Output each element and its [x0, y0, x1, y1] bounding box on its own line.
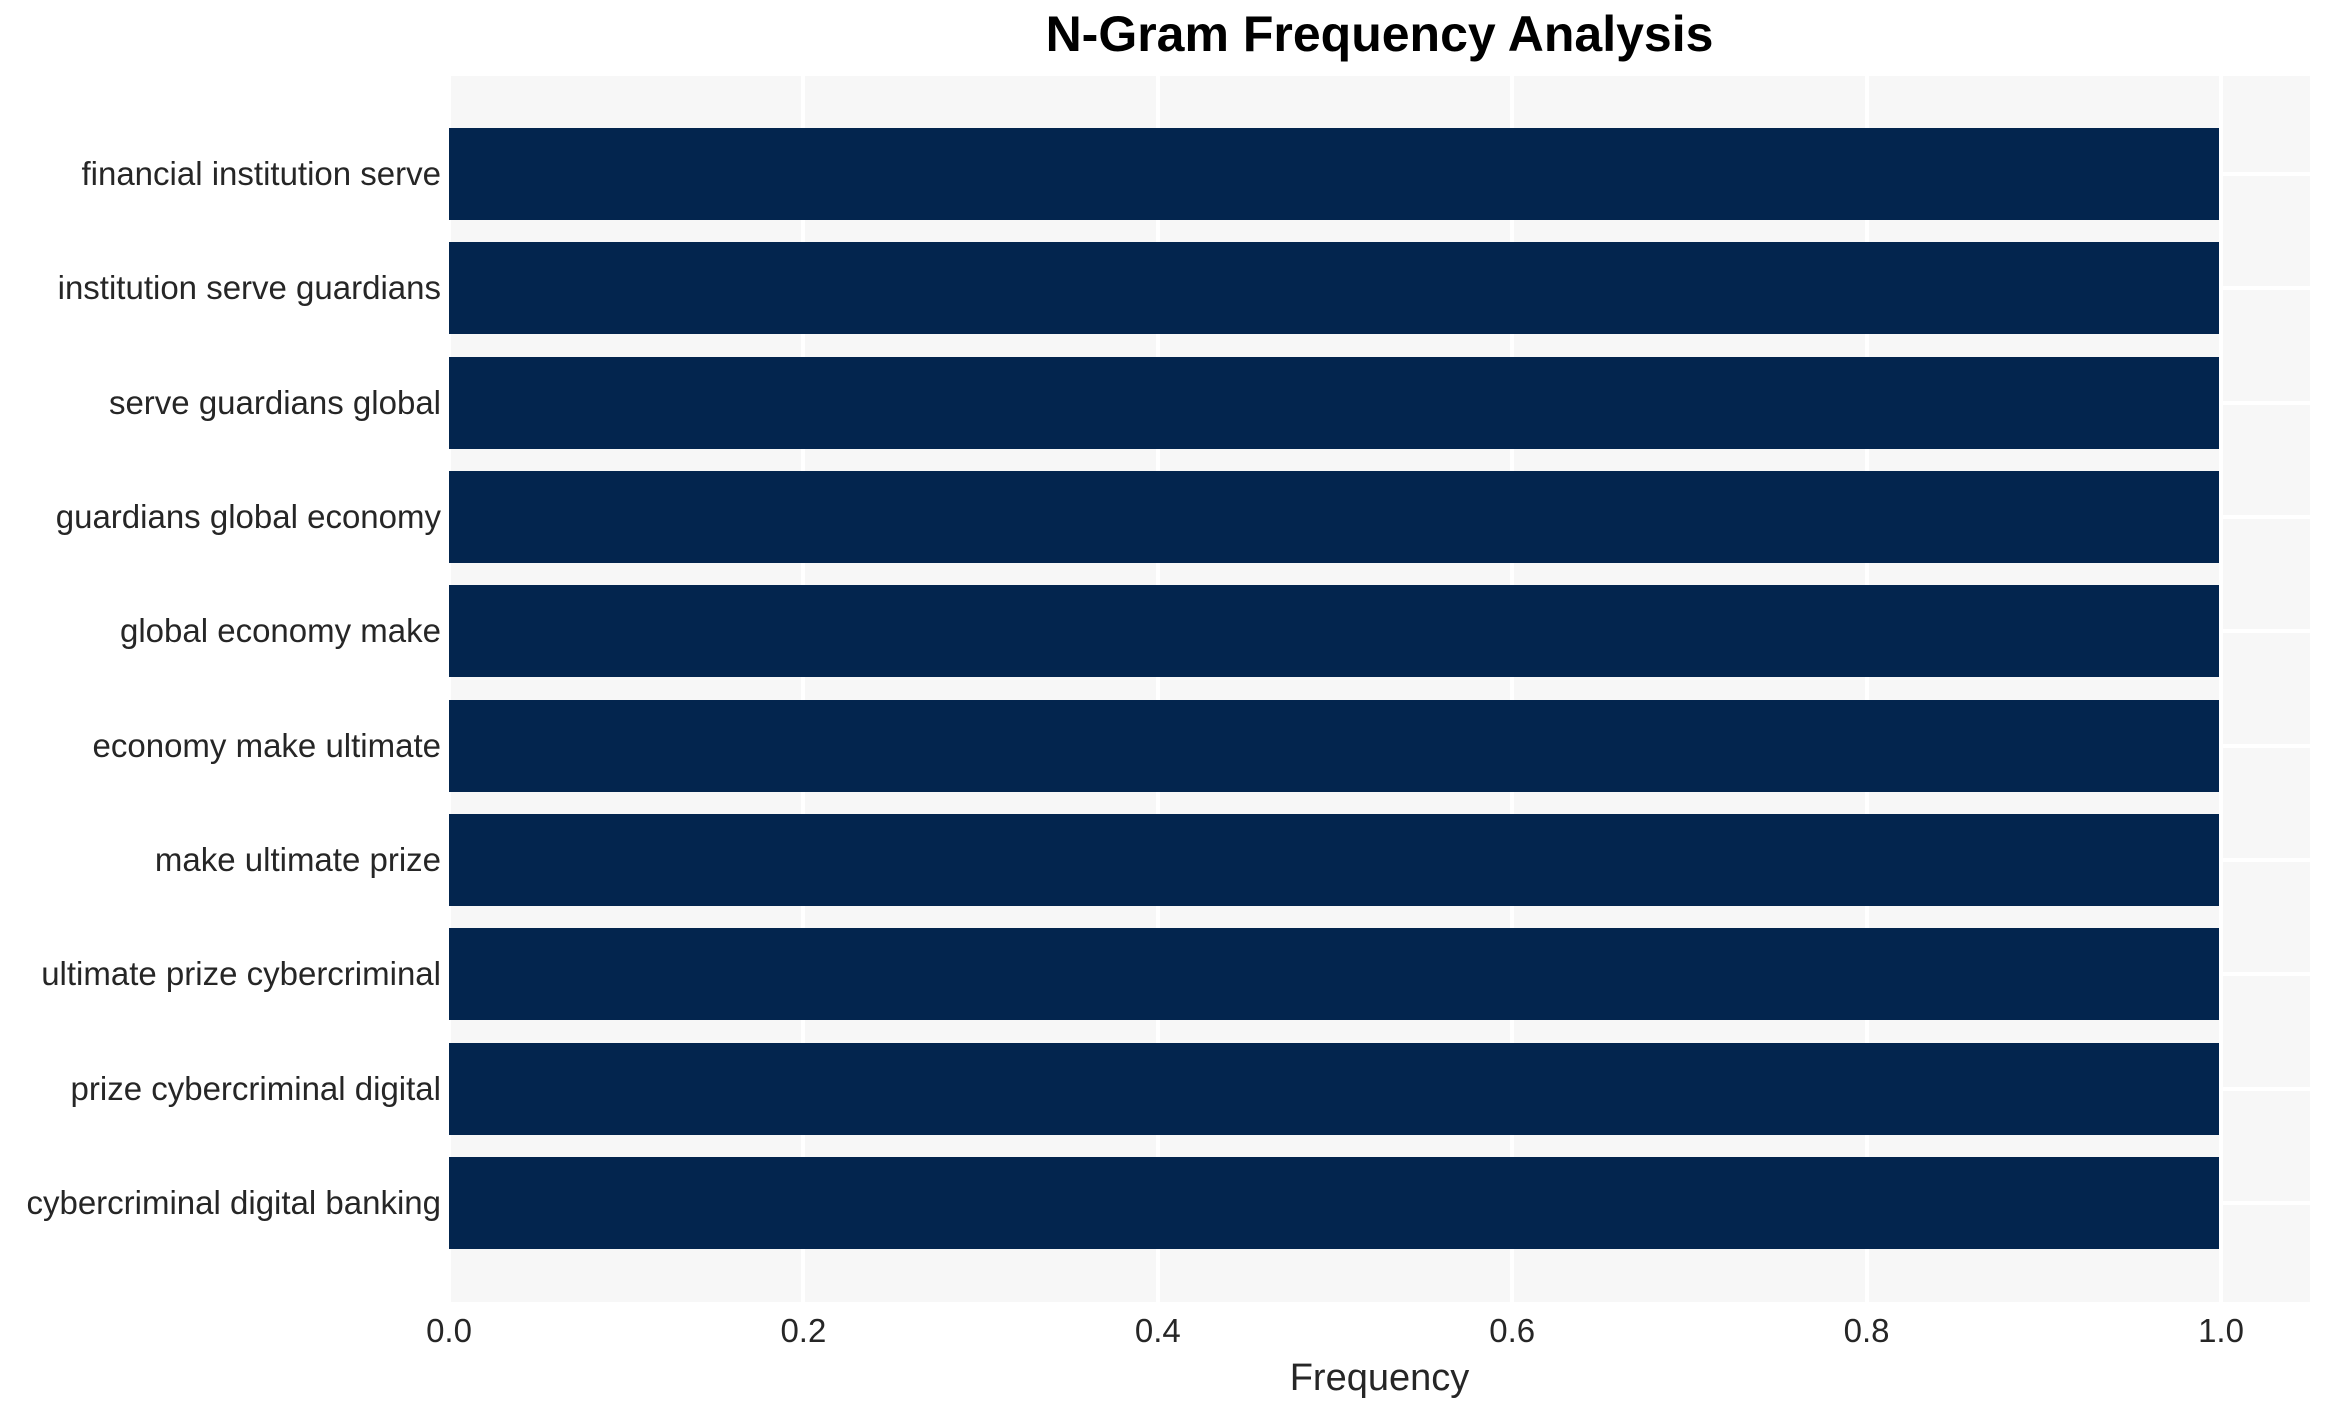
x-gridline-0.2	[801, 76, 806, 1302]
x-tick-label: 0.6	[1489, 1312, 1536, 1349]
y-tick-label: ultimate prize cybercriminal	[41, 955, 441, 993]
x-gridline-0.0	[449, 76, 451, 1302]
y-tick-label: serve guardians global	[108, 383, 441, 421]
chart-title: N-Gram Frequency Analysis	[1045, 6, 1714, 62]
y-tick-label: global economy make	[119, 612, 441, 650]
y-tick-label: guardians global economy	[55, 497, 441, 535]
y-tick-label: prize cybercriminal digital	[70, 1069, 441, 1107]
x-gridline-0.8	[1864, 76, 1869, 1302]
x-axis-label: Frequency	[1289, 1357, 1470, 1399]
x-gridline-0.4	[1155, 76, 1160, 1302]
bar-guardians-global-economy	[449, 470, 2219, 563]
bar-global-economy-make	[449, 585, 2219, 678]
bar-ultimate-prize-cybercriminal	[449, 928, 2219, 1021]
bar-prize-cybercriminal-digital	[449, 1042, 2219, 1135]
y-tick-label: institution serve guardians	[57, 269, 441, 307]
bar-institution-serve-guardians	[449, 242, 2219, 335]
y-tick-label: cybercriminal digital banking	[26, 1183, 441, 1221]
bar-cybercriminal-digital-banking	[449, 1156, 2219, 1249]
y-tick-label: make ultimate prize	[154, 840, 441, 878]
y-tick-label: economy make ultimate	[92, 726, 441, 764]
x-tick-label: 0.8	[1843, 1312, 1890, 1349]
bar-serve-guardians-global	[449, 356, 2219, 449]
bar-economy-make-ultimate	[449, 699, 2219, 792]
y-tick-label: financial institution serve	[81, 155, 441, 192]
bar-make-ultimate-prize	[449, 813, 2219, 906]
x-gridline-1.0	[2219, 76, 2223, 1302]
x-tick-label: 0.2	[780, 1312, 827, 1349]
y-axis-labels: financial institution serve institution s…	[0, 0, 441, 1402]
x-tick-label: 1.0	[2198, 1312, 2244, 1349]
x-tick-label: 0.4	[1134, 1312, 1181, 1349]
bar-financial-institution-serve	[449, 128, 2219, 220]
x-tick-label: 0.0	[426, 1312, 472, 1349]
x-gridline-0.6	[1510, 76, 1515, 1302]
plot-area	[449, 76, 2310, 1302]
